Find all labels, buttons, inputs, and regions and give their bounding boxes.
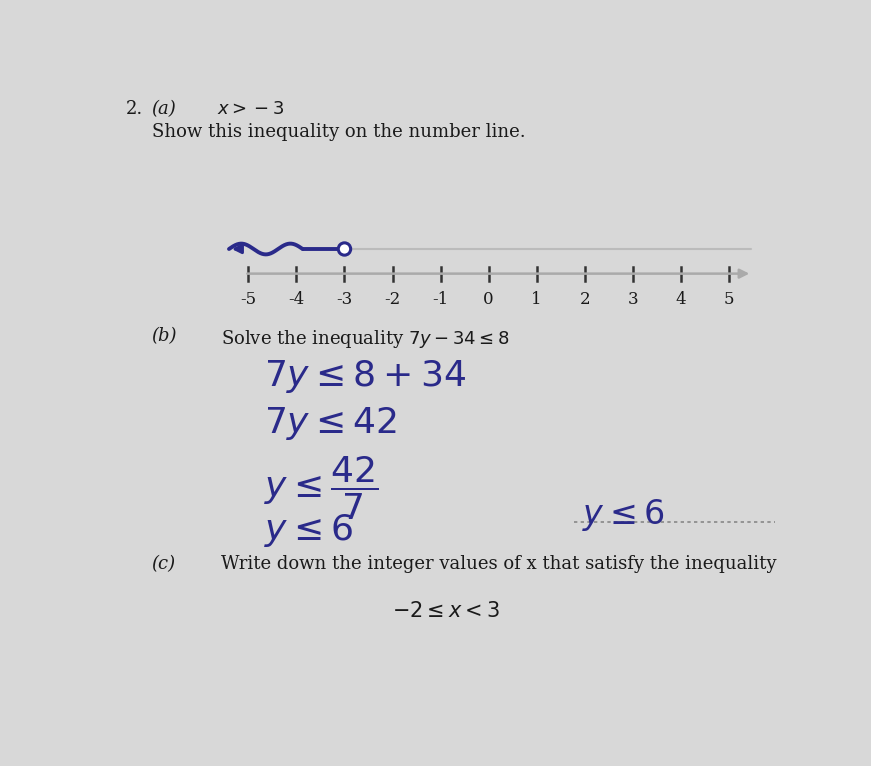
Text: 4: 4 [676,290,686,308]
Text: 1: 1 [531,290,542,308]
Text: $7y \leq 42$: $7y \leq 42$ [264,404,397,441]
Circle shape [338,243,351,255]
Text: (a): (a) [152,100,176,119]
Text: $x > -3$: $x > -3$ [218,100,285,119]
Text: $y \leq \dfrac{42}{7}$: $y \leq \dfrac{42}{7}$ [264,454,379,522]
Text: $y \leq 6$: $y \leq 6$ [582,497,665,533]
Text: (c): (c) [152,555,176,573]
Text: 5: 5 [724,290,734,308]
Text: $7y \leq 8 + 34$: $7y \leq 8 + 34$ [264,358,466,395]
Text: -5: -5 [240,290,256,308]
Text: -1: -1 [432,290,449,308]
Text: 2.: 2. [126,100,143,119]
Text: Solve the inequality $7y - 34 \leq 8$: Solve the inequality $7y - 34 \leq 8$ [221,328,510,349]
Text: -2: -2 [384,290,401,308]
Text: $-2 \leq x < 3$: $-2 \leq x < 3$ [392,601,500,621]
Text: 0: 0 [483,290,494,308]
Text: Write down the integer values of x that satisfy the inequality: Write down the integer values of x that … [221,555,777,573]
Text: -4: -4 [288,290,305,308]
Text: $y \leq 6$: $y \leq 6$ [264,512,354,549]
Text: Show this inequality on the number line.: Show this inequality on the number line. [152,123,525,141]
Text: 3: 3 [627,290,638,308]
Text: (b): (b) [152,328,177,345]
Text: -3: -3 [336,290,353,308]
Text: 2: 2 [579,290,590,308]
